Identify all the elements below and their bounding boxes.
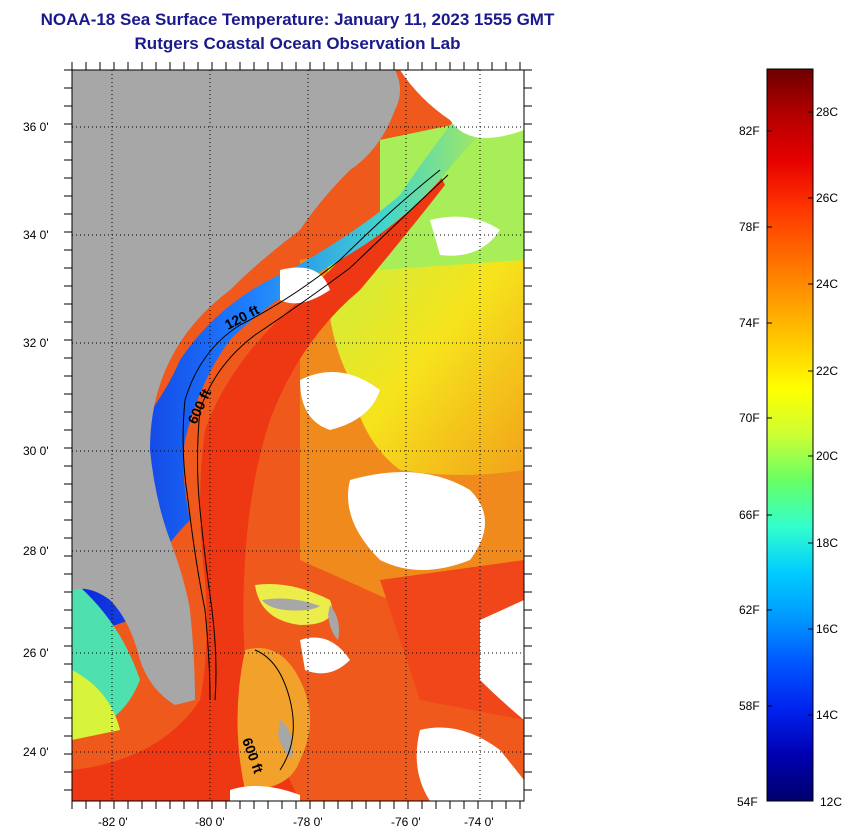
colorbar-f-label: 62F <box>739 603 760 617</box>
colorbar-f-label: 54F <box>737 795 758 809</box>
lon-label: -80 0' <box>195 815 225 829</box>
map-subtitle: Rutgers Coastal Ocean Observation Lab <box>134 34 461 53</box>
florida-bay-water <box>72 670 120 740</box>
graticule <box>72 70 524 801</box>
colorbar-ticks <box>767 111 813 716</box>
colorbar: 82F 78F 74F 70F 66F 62F 58F 54F 28C 26C … <box>737 68 842 809</box>
frame-ticks <box>64 62 532 809</box>
colorbar-f-label: 70F <box>739 411 760 425</box>
contour-line-600ft <box>197 174 449 701</box>
lon-label: -82 0' <box>98 815 128 829</box>
colorbar-f-label: 66F <box>739 508 760 522</box>
colorbar-scale <box>766 68 814 802</box>
continental-shelf-water <box>72 70 524 640</box>
colorbar-f-label: 78F <box>739 220 760 234</box>
cloud-area <box>300 637 350 674</box>
contour-line-120ft <box>182 169 441 701</box>
colorbar-c-label: 20C <box>816 449 838 463</box>
cloud-area <box>480 600 524 720</box>
colorbar-c-label: 14C <box>816 708 838 722</box>
grand-bahama-island <box>262 598 320 611</box>
lat-label: 36 0' <box>23 120 49 134</box>
colorbar-f-label: 74F <box>739 316 760 330</box>
map-image <box>72 70 524 801</box>
lon-label: -74 0' <box>464 815 494 829</box>
map-title: NOAA-18 Sea Surface Temperature: January… <box>40 10 555 29</box>
colorbar-c-label: 18C <box>816 536 838 550</box>
cloud-area <box>300 372 380 430</box>
colorbar-f-label: 58F <box>739 699 760 713</box>
lat-label: 30 0' <box>23 444 49 458</box>
cloud-area <box>400 70 524 138</box>
colorbar-c-label: 12C <box>820 795 842 809</box>
colorbar-c-label: 16C <box>816 622 838 636</box>
cloud-area <box>430 216 500 256</box>
gulf-stream <box>72 165 445 801</box>
colorbar-f-label: 82F <box>739 124 760 138</box>
cloud-area <box>348 472 485 570</box>
lat-label: 28 0' <box>23 544 49 558</box>
lon-label: -76 0' <box>391 815 421 829</box>
abaco-island <box>328 605 339 640</box>
colorbar-c-label: 24C <box>816 277 838 291</box>
colorbar-c-label: 28C <box>816 105 838 119</box>
contour-line-bahamas <box>254 649 294 771</box>
lon-label: -78 0' <box>293 815 323 829</box>
us-landmass <box>72 70 400 705</box>
lat-label: 32 0' <box>23 336 49 350</box>
colorbar-c-label: 26C <box>816 191 838 205</box>
offshore-yellow-water <box>327 240 524 475</box>
lat-label: 26 0' <box>23 646 49 660</box>
cloud-area <box>230 786 300 801</box>
cloud-area <box>416 727 524 801</box>
andros-island <box>278 720 293 760</box>
lat-label: 24 0' <box>23 745 49 759</box>
map-frame <box>71 69 525 802</box>
lat-label: 34 0' <box>23 228 49 242</box>
colorbar-c-label: 22C <box>816 364 838 378</box>
